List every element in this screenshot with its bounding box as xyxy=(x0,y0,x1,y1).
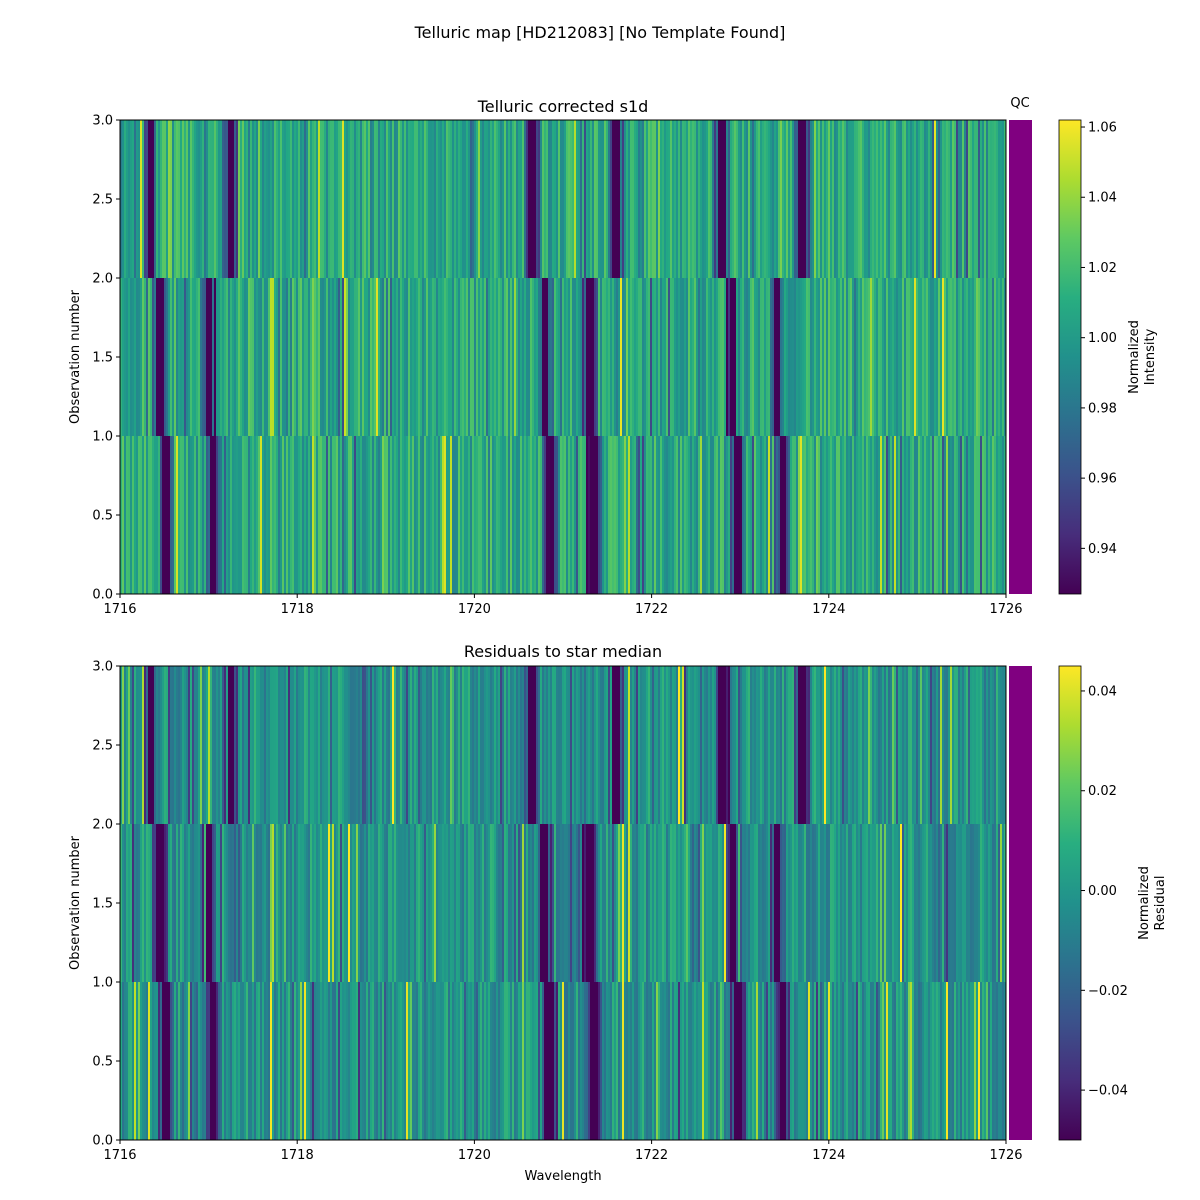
y-tick-label: 1.0 xyxy=(92,430,113,445)
colorbar-tick-label: 0.96 xyxy=(1088,472,1117,487)
colorbar xyxy=(1059,120,1081,594)
panel-title: Telluric corrected s1d xyxy=(477,97,649,116)
y-tick-label: 1.5 xyxy=(92,897,113,912)
qc-status-bar xyxy=(1009,120,1032,594)
x-tick-label: 1722 xyxy=(635,1148,668,1163)
colorbar-tick-label: 0.04 xyxy=(1088,684,1117,699)
panel-telluric-corrected: Telluric corrected s1d QC 1716 1718 1720 17… xyxy=(68,96,1158,617)
y-tick-label: 0.5 xyxy=(92,509,113,524)
y-tick-label: 3.0 xyxy=(92,660,113,675)
x-axis-ticks: 1716 1718 1720 1722 1724 1726 xyxy=(103,1140,1023,1163)
x-tick-label: 1718 xyxy=(281,1148,314,1163)
panel-title: Residuals to star median xyxy=(464,642,662,661)
x-tick-label: 1722 xyxy=(635,602,668,617)
colorbar-tick-label: 0.94 xyxy=(1088,542,1117,557)
y-tick-label: 0.0 xyxy=(92,1134,113,1149)
y-tick-label: 1.5 xyxy=(92,351,113,366)
x-tick-label: 1716 xyxy=(103,602,136,617)
y-tick-label: 0.5 xyxy=(92,1055,113,1070)
x-tick-label: 1724 xyxy=(812,602,845,617)
colorbar-tick-label: 1.02 xyxy=(1088,261,1117,276)
colorbar-label-line-1: Normalized xyxy=(1127,320,1142,394)
x-tick-label: 1716 xyxy=(103,1148,136,1163)
y-tick-label: 2.0 xyxy=(92,818,113,833)
colorbar xyxy=(1059,666,1081,1140)
colorbar-label-line-2: Intensity xyxy=(1143,328,1158,385)
qc-label: QC xyxy=(1010,96,1029,111)
x-axis-ticks: 1716 1718 1720 1722 1724 1726 xyxy=(103,594,1023,617)
y-axis-ticks: 0.0 0.5 1.0 1.5 2.0 2.5 3.0 xyxy=(92,114,120,603)
panel-residuals: Residuals to star median 1716 1718 1720 172… xyxy=(68,642,1168,1184)
y-tick-label: 2.5 xyxy=(92,193,113,208)
y-tick-label: 1.0 xyxy=(92,976,113,991)
colorbar-label-line-1: Normalized xyxy=(1137,866,1152,940)
y-tick-label: 2.0 xyxy=(92,272,113,287)
colorbar-ticks: 0.94 0.96 0.98 1.00 1.02 1.04 1.06 xyxy=(1081,121,1117,557)
colorbar-ticks: −0.04 −0.02 0.00 0.02 0.04 xyxy=(1081,684,1128,1099)
x-tick-label: 1720 xyxy=(458,602,491,617)
colorbar-tick-label: 0.02 xyxy=(1088,784,1117,799)
x-tick-label: 1718 xyxy=(281,602,314,617)
colorbar-tick-label: 0.00 xyxy=(1088,884,1117,899)
colorbar-tick-label: −0.02 xyxy=(1088,984,1128,999)
x-tick-label: 1720 xyxy=(458,1148,491,1163)
colorbar-label-line-2: Residual xyxy=(1153,876,1168,931)
y-tick-label: 2.5 xyxy=(92,739,113,754)
x-tick-label: 1724 xyxy=(812,1148,845,1163)
y-axis-label: Observation number xyxy=(68,835,83,970)
colorbar-tick-label: 1.00 xyxy=(1088,331,1117,346)
y-tick-label: 3.0 xyxy=(92,114,113,129)
qc-status-bar xyxy=(1009,666,1032,1140)
colorbar-tick-label: 1.06 xyxy=(1088,121,1117,136)
x-tick-label: 1726 xyxy=(989,1148,1022,1163)
y-axis-ticks: 0.0 0.5 1.0 1.5 2.0 2.5 3.0 xyxy=(92,660,120,1149)
y-tick-label: 0.0 xyxy=(92,588,113,603)
y-axis-label: Observation number xyxy=(68,289,83,424)
colorbar-tick-label: 0.98 xyxy=(1088,401,1117,416)
colorbar-tick-label: −0.04 xyxy=(1088,1084,1128,1099)
heatmap-stripes xyxy=(120,666,1007,1140)
heatmap-stripes xyxy=(120,120,1007,594)
x-tick-label: 1726 xyxy=(989,602,1022,617)
figure-suptitle: Telluric map [HD212083] [No Template Fou… xyxy=(414,23,786,42)
colorbar-tick-label: 1.04 xyxy=(1088,191,1117,206)
x-axis-label: Wavelength xyxy=(524,1169,601,1184)
